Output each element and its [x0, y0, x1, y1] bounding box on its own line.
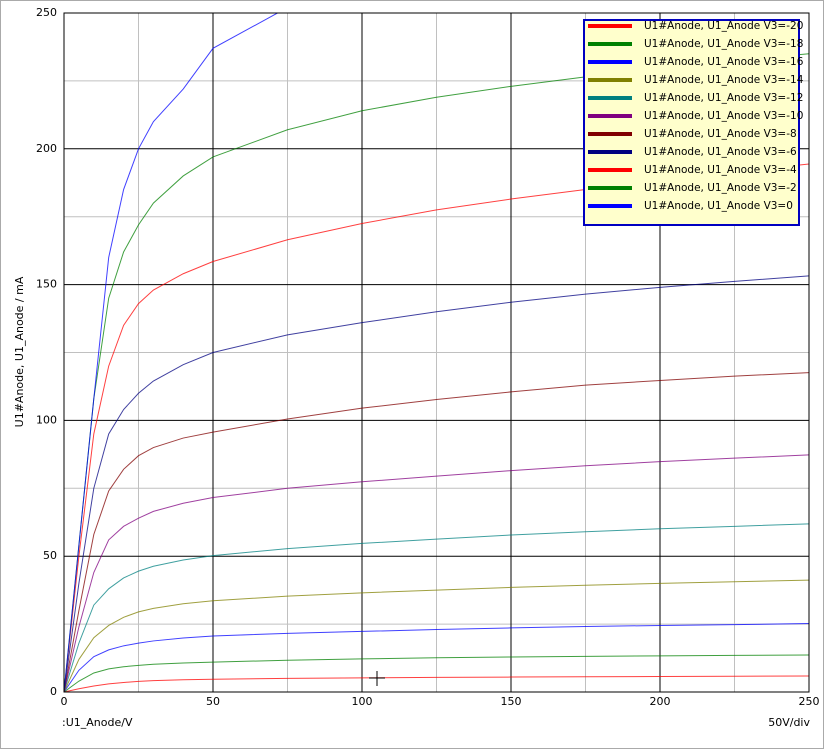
x-tick-label: 0 [61, 695, 68, 708]
legend-label: U1#Anode, U1_Anode V3=-16 [644, 56, 804, 68]
curve [64, 579, 809, 692]
grid [63, 12, 810, 693]
legend-label: U1#Anode, U1_Anode V3=-6 [644, 146, 797, 158]
legend-label: U1#Anode, U1_Anode V3=-8 [644, 128, 797, 140]
legend-box [583, 19, 800, 226]
legend-label: U1#Anode, U1_Anode V3=-14 [644, 74, 804, 86]
x-tick-label: 100 [352, 695, 373, 708]
plot-frame [63, 12, 810, 693]
y-tick-label: 200 [36, 142, 57, 155]
legend-label: U1#Anode, U1_Anode V3=-12 [644, 92, 803, 104]
cursor [369, 671, 385, 686]
curve [64, 654, 809, 692]
legend-label: U1#Anode, U1_Anode V3=-18 [644, 38, 803, 50]
curve [64, 675, 809, 692]
legend-label: U1#Anode, U1_Anode V3=0 [644, 200, 793, 212]
curve [64, 275, 809, 692]
curve [64, 372, 809, 692]
y-tick-label: 250 [36, 6, 57, 19]
curve [64, 13, 279, 692]
x-tick-label: 50 [206, 695, 220, 708]
legend-label: U1#Anode, U1_Anode V3=-4 [644, 164, 797, 176]
curve [64, 623, 809, 692]
y-tick-label: 50 [43, 549, 57, 562]
legend-label: U1#Anode, U1_Anode V3=-20 [644, 20, 803, 32]
legend-label: U1#Anode, U1_Anode V3=-2 [644, 182, 797, 194]
y-tick-label: 0 [50, 685, 57, 698]
x-tick-label: 200 [650, 695, 671, 708]
x-tick-label: 150 [501, 695, 522, 708]
y-axis-label: U1#Anode, U1_Anode / mA [13, 276, 26, 427]
x-scale-note: 50V/div [768, 716, 810, 729]
legend-label: U1#Anode, U1_Anode V3=-10 [644, 110, 803, 122]
legend: U1#Anode, U1_Anode V3=-20 U1#Anode, U1_An… [583, 19, 804, 226]
curve [64, 523, 809, 692]
x-tick-label: 250 [799, 695, 820, 708]
x-axis-label: :U1_Anode/V [62, 716, 133, 729]
y-tick-label: 100 [36, 413, 57, 426]
curves [64, 13, 809, 692]
curve [64, 454, 809, 692]
y-tick-label: 150 [36, 278, 57, 291]
